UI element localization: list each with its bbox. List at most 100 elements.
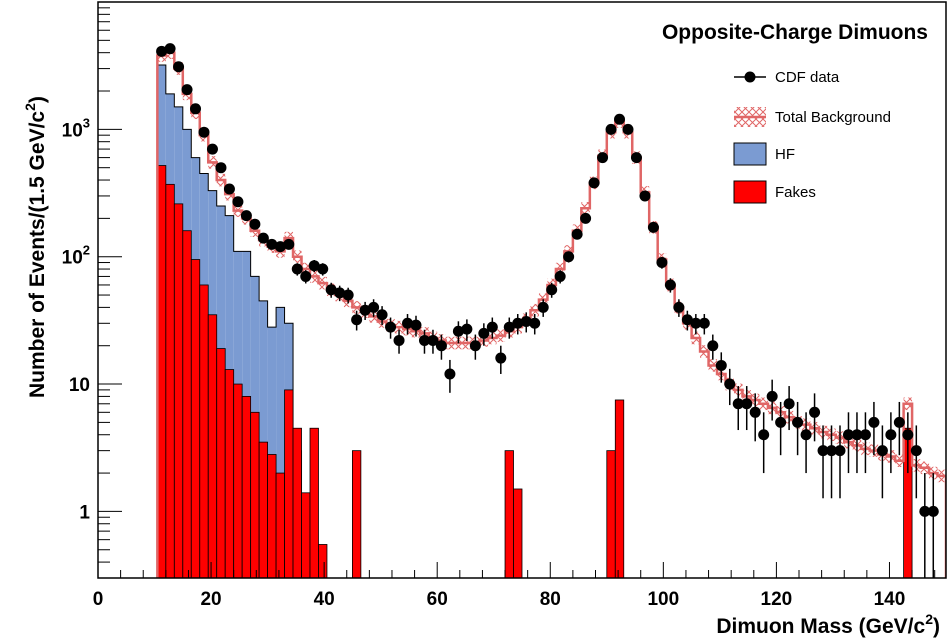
data-marker-10 [241,210,252,221]
chart-title: Opposite-Charge Dimuons [662,21,928,44]
legend-label-3: Fakes [775,184,816,201]
data-point-10 [241,210,252,221]
data-marker-89 [911,445,922,456]
data-point-58 [648,222,659,233]
data-point-57 [639,190,650,201]
y-tick-label-exp-2: 2 [83,243,90,258]
data-point-51 [589,177,600,188]
legend-label-0: CDF data [775,69,840,86]
data-marker-39 [487,322,498,333]
legend-entry-1: Total Background [734,107,891,127]
data-marker-61 [673,302,684,313]
y-tick-label-base-3: 10 [62,120,83,141]
data-marker-57 [639,190,650,201]
data-marker-44 [529,318,540,329]
y-tick-label-base-2: 10 [62,248,83,269]
data-marker-91 [928,506,939,517]
x-tick-label-100: 100 [647,589,679,610]
fakes-bar-14 [276,473,284,578]
x-tick-label-20: 20 [200,589,221,610]
fakes-bar-1 [166,184,174,578]
data-marker-51 [589,177,600,188]
data-marker-54 [614,114,625,125]
data-point-7 [215,162,226,173]
data-marker-28 [394,335,405,346]
x-axis-label-main: Dimuon Mass (GeV/c [716,615,925,638]
x-tick-label-120: 120 [761,589,793,610]
fakes-bar-24 [615,400,623,578]
data-marker-58 [648,222,659,233]
data-point-5 [199,127,210,138]
y-axis-label-main: Number of Events/(1.5 GeV/c [26,111,49,398]
data-point-56 [631,152,642,163]
fakes-bar-9 [234,384,242,578]
data-marker-69 [741,398,752,409]
fakes-bar-4 [191,260,199,578]
data-point-90 [919,473,930,578]
data-point-6 [207,144,218,155]
data-marker-56 [631,152,642,163]
data-point-64 [699,314,710,334]
legend-entry-0: CDF data [734,69,840,86]
data-marker-48 [563,251,574,262]
data-marker-15 [283,239,294,250]
fakes-bar-18 [310,428,318,578]
data-marker-55 [623,124,634,135]
fakes-bar-22 [514,489,522,578]
data-marker-47 [555,271,566,282]
fakes-bar-21 [505,451,513,578]
x-axis-label-sup: 2 [925,611,933,627]
y-axis-label-end: ) [26,96,49,103]
data-marker-85 [877,445,888,456]
data-marker-71 [758,429,769,440]
data-marker-34 [444,368,455,379]
data-marker-74 [784,398,795,409]
data-marker-7 [215,162,226,173]
data-point-23 [351,311,362,331]
data-marker-16 [292,264,303,275]
data-marker-73 [775,417,786,428]
data-marker-40 [495,353,506,364]
data-marker-23 [351,314,362,325]
legend-data-marker [745,72,756,83]
data-marker-26 [377,309,388,320]
data-marker-19 [317,264,328,275]
data-marker-6 [207,144,218,155]
data-marker-88 [902,429,913,440]
y-tick-label-3: 103 [62,115,90,141]
data-marker-77 [809,407,820,418]
data-marker-45 [538,302,549,313]
fakes-bar-16 [293,428,301,578]
data-marker-70 [750,407,761,418]
data-marker-11 [249,219,260,230]
data-marker-80 [835,445,846,456]
legend-entry-3: Fakes [734,181,816,203]
x-tick-label-140: 140 [874,589,906,610]
data-marker-2 [173,61,184,72]
data-marker-36 [461,324,472,335]
fakes-bar-7 [217,349,225,578]
data-marker-49 [572,229,583,240]
data-marker-27 [385,322,396,333]
y-tick-label-base-0: 1 [79,502,90,523]
legend: CDF dataTotal BackgroundHFFakes [734,69,891,203]
fakes-bar-10 [242,396,250,578]
y-tick-label-2: 102 [62,243,90,269]
data-marker-72 [767,391,778,402]
data-marker-76 [801,429,812,440]
fakes-bar-13 [268,454,276,578]
data-marker-33 [436,340,447,351]
data-point-15 [283,239,294,250]
data-marker-25 [368,302,379,313]
data-point-1 [165,43,176,54]
data-marker-37 [470,340,481,351]
data-marker-67 [724,379,735,390]
legend-swatch-3 [734,181,766,203]
data-marker-64 [699,318,710,329]
data-point-71 [758,412,769,473]
x-axis-label: Dimuon Mass (GeV/c2) [716,611,940,638]
data-marker-30 [411,320,422,331]
data-marker-83 [860,429,871,440]
y-tick-label-0: 1 [79,502,90,523]
